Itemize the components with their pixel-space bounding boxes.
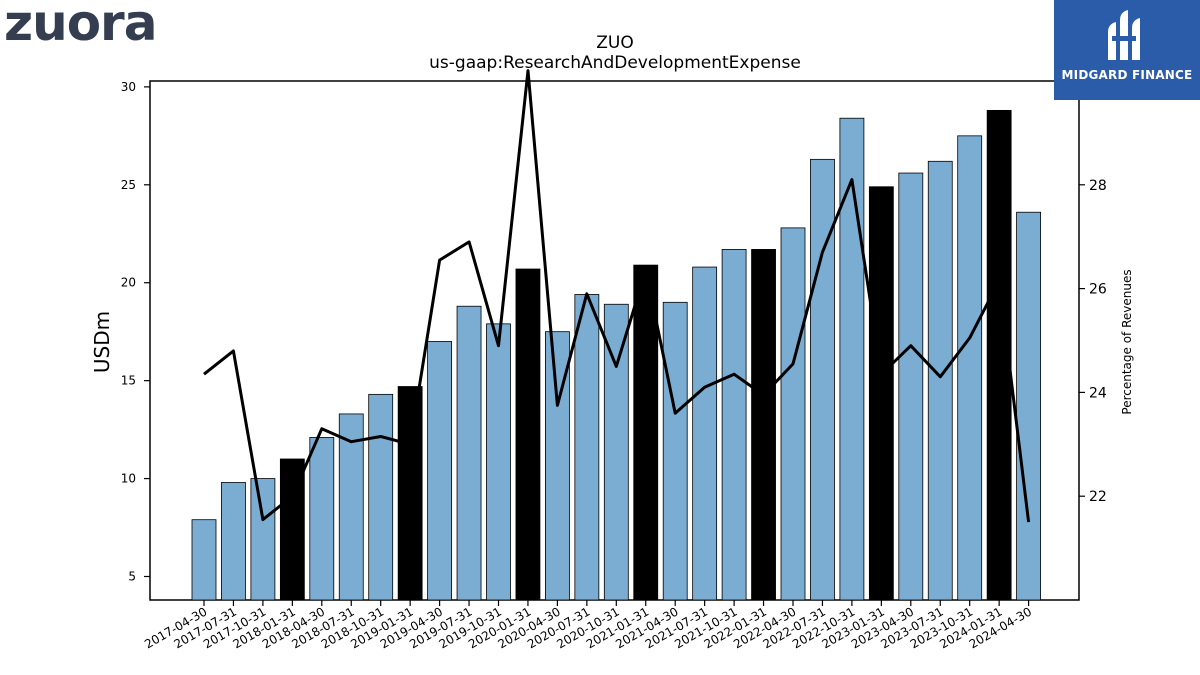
y-tick-label-left-15: 15: [121, 374, 136, 388]
line-layer: [203, 69, 1031, 523]
bar-2022-07-31: [810, 158, 835, 601]
bar-2019-07-31: [456, 305, 482, 601]
y-tick-label-left-30: 30: [121, 80, 136, 94]
zuora-logo-text: zuora: [4, 0, 156, 48]
bar-2020-10-31: [603, 303, 629, 601]
bar-2021-04-30: [662, 301, 688, 601]
bar-2020-07-31: [574, 294, 600, 601]
zuora-logo: zuora: [4, 0, 184, 52]
bar-2023-07-31: [927, 160, 953, 601]
bar-2022-10-31: [839, 117, 865, 601]
bar-2021-07-31: [692, 266, 718, 601]
y-tick-label-right-22: 22: [1089, 489, 1107, 505]
x-axis: 2017-04-302017-07-312017-10-312018-01-31…: [142, 600, 1034, 651]
bar-2024-04-30: [1016, 211, 1041, 601]
y-tick-label-left-20: 20: [121, 276, 136, 290]
bar-2019-01-31: [397, 386, 423, 601]
y-axis-left: 5 10 15 20 25 30: [121, 80, 150, 583]
bar-2023-10-31: [957, 135, 983, 601]
y-axis-label-right: Percentage of Revenues: [1120, 269, 1134, 414]
bar-2022-01-31: [751, 249, 776, 601]
bar-2019-10-31: [486, 323, 511, 601]
bar-2017-07-31: [221, 482, 246, 601]
midgard-logo-text: MIDGARD FINANCE: [1061, 68, 1193, 82]
revenue-pct-line: [203, 69, 1031, 523]
y-tick-label-left-5: 5: [128, 569, 136, 583]
chart-subtitle: us-gaap:ResearchAndDevelopmentExpense: [429, 53, 801, 73]
bar-2022-04-30: [780, 227, 806, 601]
y-tick-label-right-26: 26: [1089, 282, 1107, 298]
bar-2018-04-30: [309, 437, 335, 601]
y-tick-label-left-25: 25: [121, 178, 136, 192]
y-axis-right: 22 24 26 28: [1079, 178, 1107, 505]
bar-2023-04-30: [898, 172, 924, 601]
y-tick-label-left-10: 10: [121, 472, 136, 486]
y-axis-label-left: USDm: [90, 311, 114, 373]
midgard-finance-logo: MIDGARD FINANCE: [1054, 0, 1200, 100]
chart-title: ZUO: [596, 33, 633, 53]
bar-2019-04-30: [427, 341, 453, 601]
bar-2023-01-31: [868, 186, 894, 601]
midgard-logo-mark: [1108, 10, 1140, 60]
bar-2017-04-30: [191, 519, 217, 601]
bar-2021-10-31: [721, 249, 747, 601]
bar-2018-07-31: [338, 413, 364, 601]
bars-layer: [191, 109, 1041, 601]
bar-2018-10-31: [368, 393, 394, 601]
bar-2020-01-31: [515, 268, 541, 601]
y-tick-label-right-28: 28: [1089, 178, 1107, 194]
y-tick-label-right-24: 24: [1089, 385, 1107, 401]
bar-2017-10-31: [250, 478, 276, 601]
